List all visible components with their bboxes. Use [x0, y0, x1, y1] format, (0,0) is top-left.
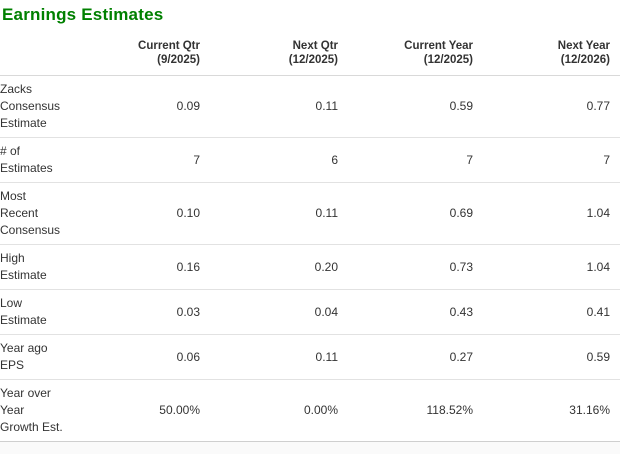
cell-value: 0.06 [64, 334, 200, 380]
cell-value: 1.04 [473, 244, 620, 290]
cell-value: 0.11 [200, 182, 338, 245]
table-row-year-over-year-growth-est: Year over Year Growth Est. 50.00% 0.00% … [0, 379, 620, 442]
cell-value: 7 [473, 137, 620, 183]
cell-value: 6 [200, 137, 338, 183]
column-header-current-qtr: Current Qtr (9/2025) [64, 35, 200, 76]
cell-value: 0.00% [200, 379, 338, 442]
table-row-most-recent-consensus: Most Recent Consensus 0.10 0.11 0.69 1.0… [0, 182, 620, 245]
cell-value: 0.59 [473, 334, 620, 380]
cell-value: 0.03 [64, 289, 200, 335]
column-label: Current Qtr [138, 40, 200, 52]
row-label: High Estimate [0, 244, 64, 290]
cell-value: 0.04 [200, 289, 338, 335]
row-label: # of Estimates [0, 137, 64, 183]
table-header: Current Qtr (9/2025) Next Qtr (12/2025) … [0, 35, 620, 76]
row-label: Year over Year Growth Est. [0, 379, 64, 442]
cell-value: 7 [64, 137, 200, 183]
cell-value: 0.41 [473, 289, 620, 335]
cell-value: 0.11 [200, 75, 338, 138]
page-background-strip [0, 442, 620, 454]
table-row-low-estimate: Low Estimate 0.03 0.04 0.43 0.41 [0, 289, 620, 335]
row-label: Zacks Consensus Estimate [0, 75, 64, 138]
cell-value: 0.10 [64, 182, 200, 245]
column-period: (12/2025) [423, 54, 473, 66]
cell-value: 0.73 [338, 244, 473, 290]
cell-value: 118.52% [338, 379, 473, 442]
cell-value: 0.59 [338, 75, 473, 138]
row-label: Most Recent Consensus [0, 182, 64, 245]
cell-value: 0.27 [338, 334, 473, 380]
earnings-estimates-table: Current Qtr (9/2025) Next Qtr (12/2025) … [0, 35, 620, 442]
cell-value: 50.00% [64, 379, 200, 442]
row-label: Year ago EPS [0, 334, 64, 380]
table-row-high-estimate: High Estimate 0.16 0.20 0.73 1.04 [0, 244, 620, 290]
column-period: (9/2025) [157, 54, 200, 66]
cell-value: 0.69 [338, 182, 473, 245]
page-title: Earnings Estimates [2, 5, 164, 24]
table-row-number-of-estimates: # of Estimates 7 6 7 7 [0, 137, 620, 183]
header-corner-cell [0, 35, 64, 76]
column-header-next-qtr: Next Qtr (12/2025) [200, 35, 338, 76]
cell-value: 1.04 [473, 182, 620, 245]
column-header-current-year: Current Year (12/2025) [338, 35, 473, 76]
row-label: Low Estimate [0, 289, 64, 335]
cell-value: 0.09 [64, 75, 200, 138]
cell-value: 0.11 [200, 334, 338, 380]
cell-value: 7 [338, 137, 473, 183]
cell-value: 0.77 [473, 75, 620, 138]
column-header-next-year: Next Year (12/2026) [473, 35, 620, 76]
table-row-year-ago-eps: Year ago EPS 0.06 0.11 0.27 0.59 [0, 334, 620, 380]
column-label: Next Year [557, 40, 610, 52]
table-row-zacks-consensus-estimate: Zacks Consensus Estimate 0.09 0.11 0.59 … [0, 75, 620, 138]
table-body: Zacks Consensus Estimate 0.09 0.11 0.59 … [0, 75, 620, 442]
header-row: Current Qtr (9/2025) Next Qtr (12/2025) … [0, 35, 620, 76]
cell-value: 31.16% [473, 379, 620, 442]
cell-value: 0.16 [64, 244, 200, 290]
column-period: (12/2025) [288, 54, 338, 66]
column-label: Current Year [404, 40, 473, 52]
cell-value: 0.20 [200, 244, 338, 290]
column-label: Next Qtr [292, 40, 338, 52]
column-period: (12/2026) [560, 54, 610, 66]
cell-value: 0.43 [338, 289, 473, 335]
